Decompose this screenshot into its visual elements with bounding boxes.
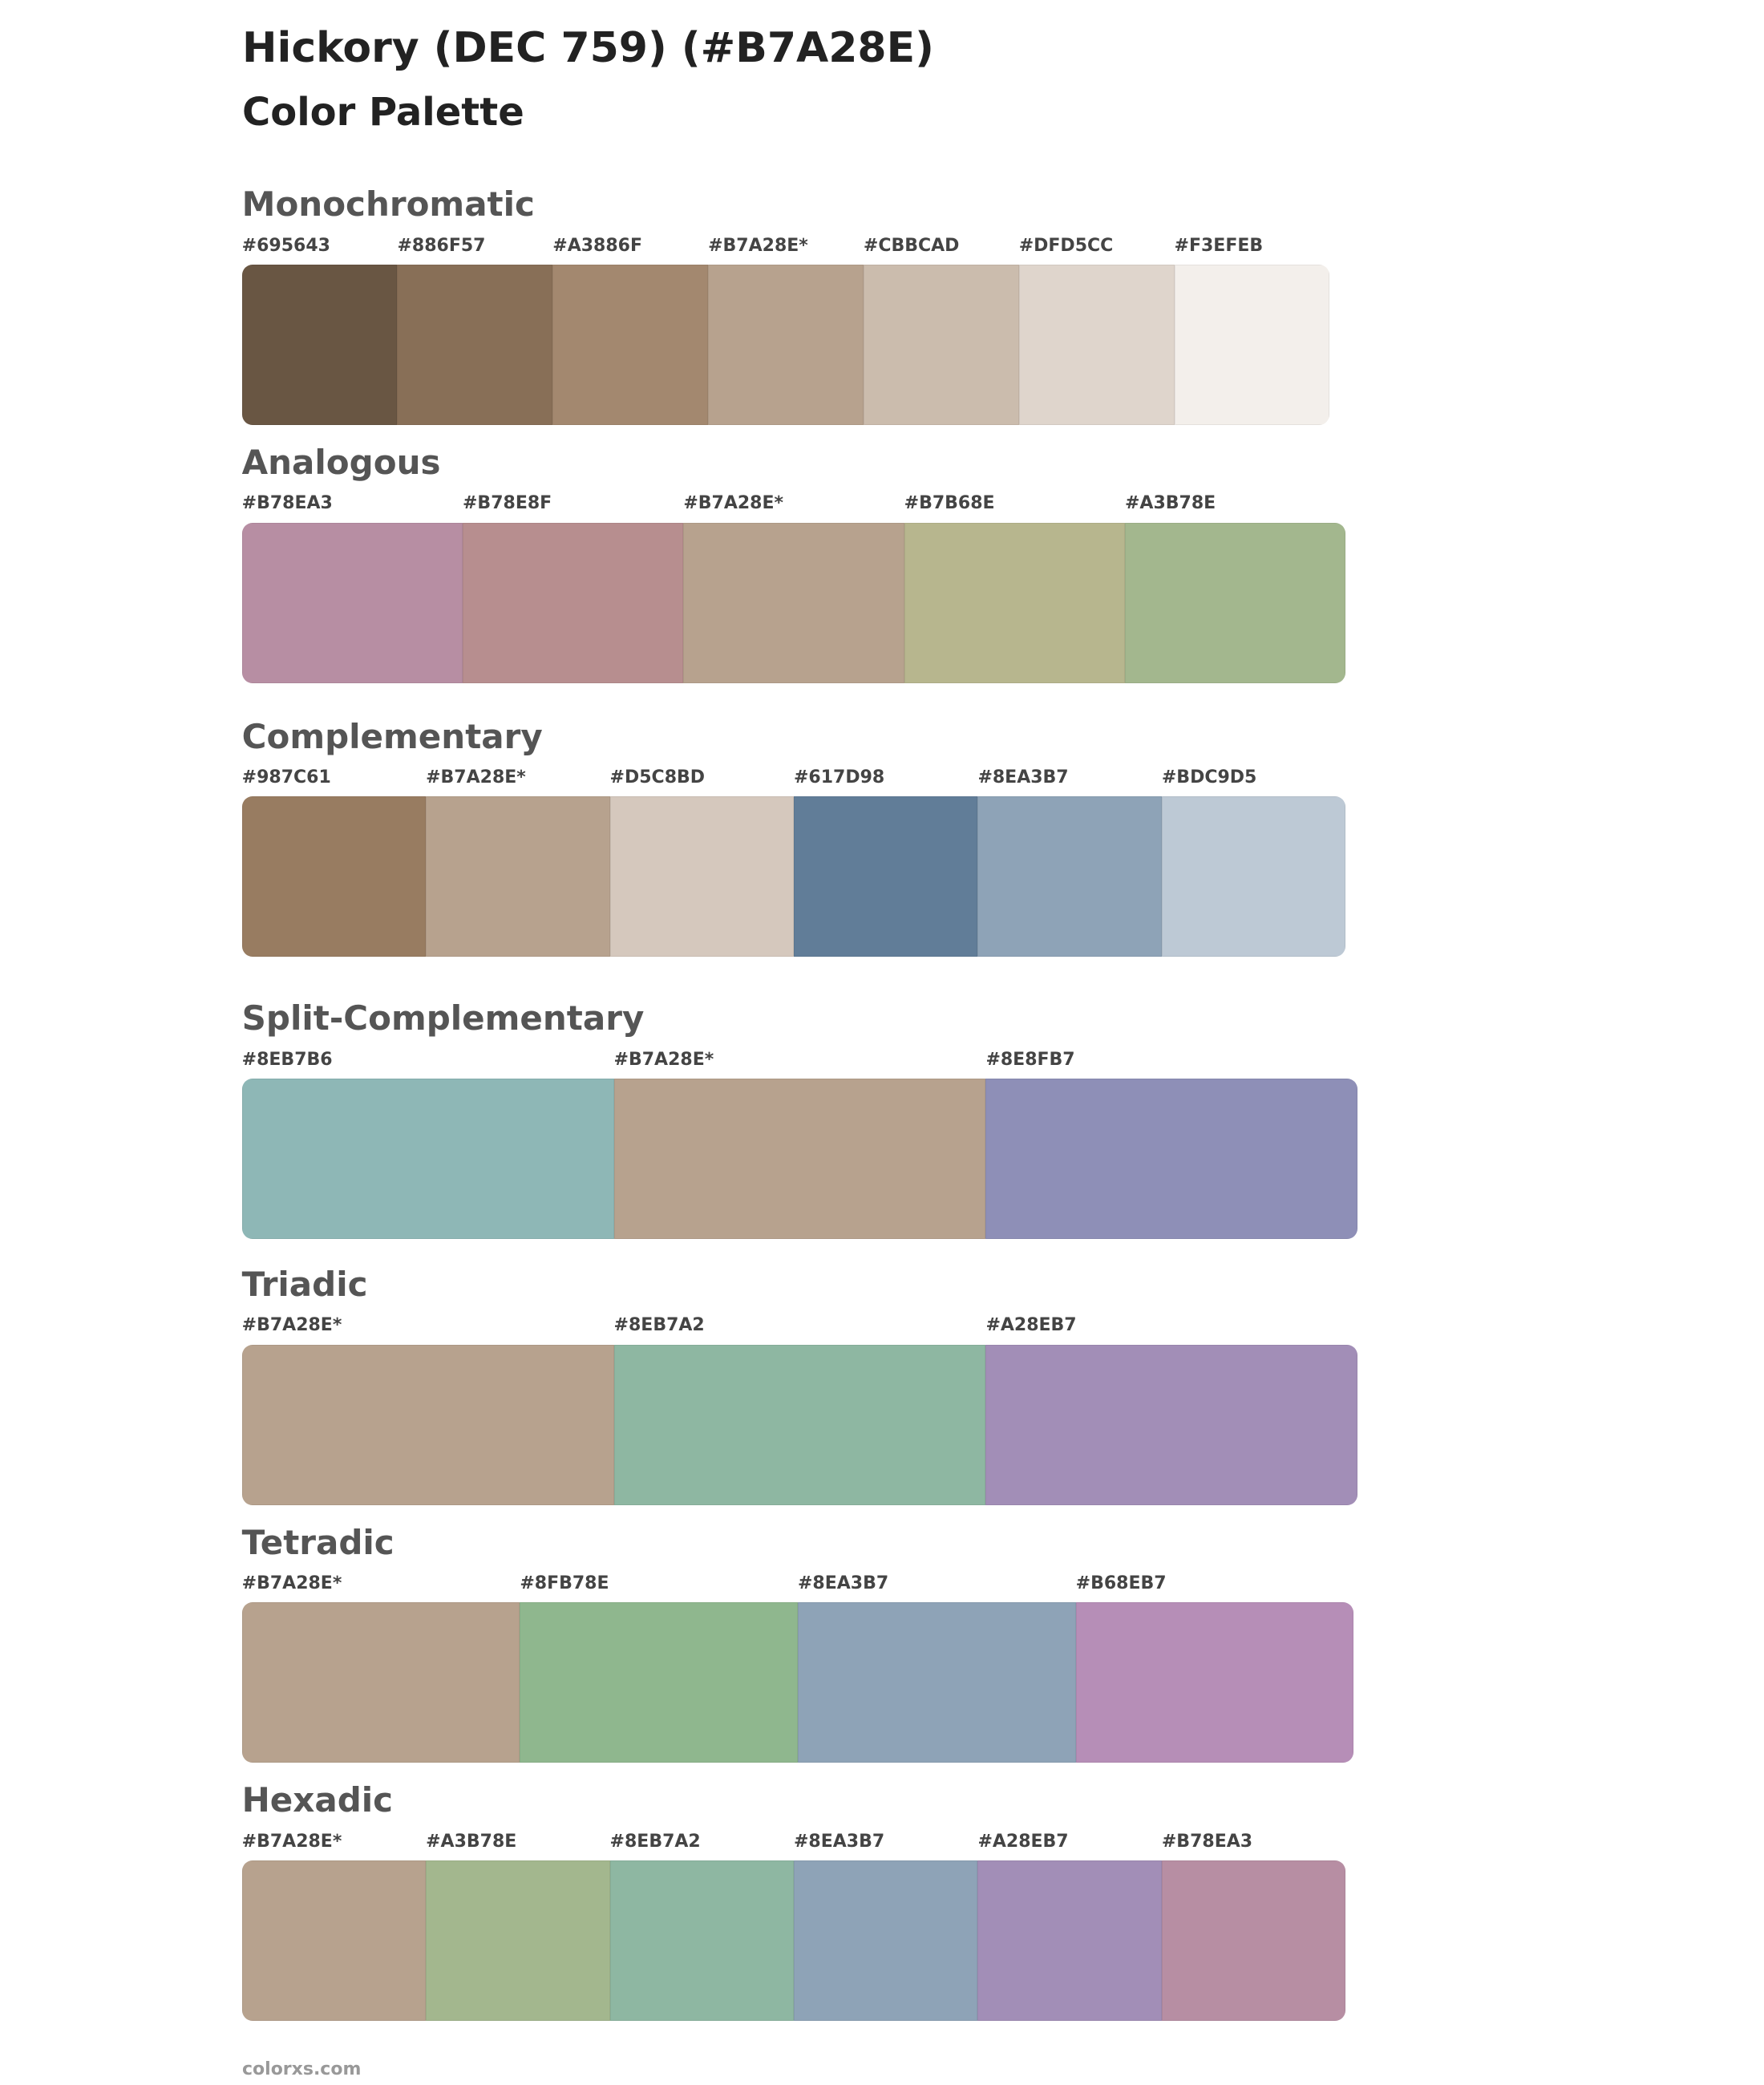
swatch-label: #CBBCAD (863, 235, 960, 256)
color-swatch[interactable] (1018, 265, 1175, 425)
swatch-label: #B78EA3 (241, 493, 333, 514)
footer-link[interactable]: colorxs.com (242, 2059, 362, 2079)
swatch-label: #B68EB7 (1075, 1573, 1167, 1593)
color-swatch[interactable] (241, 1860, 427, 2021)
swatch-label: #B78E8F (463, 493, 552, 514)
swatch-label: #DFD5CC (1018, 235, 1114, 256)
swatch-strip (241, 265, 1330, 425)
swatch-label: #B7A28E* (241, 1831, 342, 1852)
color-swatch[interactable] (609, 796, 794, 957)
color-swatch[interactable] (241, 265, 398, 425)
page-title: Hickory (DEC 759) (#B7A28E) (242, 24, 934, 72)
color-swatch[interactable] (904, 522, 1125, 683)
color-swatch[interactable] (1161, 796, 1346, 957)
swatch-label: #B7A28E* (708, 235, 808, 256)
swatch-label: #D5C8BD (609, 767, 706, 787)
section-heading: Analogous (241, 443, 441, 482)
color-swatch[interactable] (609, 1860, 794, 2021)
color-swatch[interactable] (985, 1079, 1358, 1239)
section-heading: Tetradic (241, 1522, 394, 1562)
swatch-label: #A3B78E (1125, 493, 1216, 514)
swatch-label: #B7A28E* (613, 1049, 714, 1070)
swatch-label: #886F57 (397, 235, 486, 256)
swatch-strip (241, 796, 1346, 957)
page-subtitle: Color Palette (242, 90, 524, 135)
color-swatch[interactable] (426, 1860, 610, 2021)
color-swatch[interactable] (1124, 522, 1346, 683)
color-swatch[interactable] (241, 1079, 614, 1239)
swatch-strip (241, 1344, 1358, 1505)
swatch-label: #BDC9D5 (1161, 767, 1257, 787)
swatch-label: #8EA3B7 (798, 1573, 889, 1593)
swatch-label: #B7A28E* (241, 1573, 342, 1593)
color-swatch[interactable] (708, 265, 864, 425)
color-swatch[interactable] (1174, 265, 1330, 425)
color-swatch[interactable] (798, 1602, 1076, 1763)
color-swatch[interactable] (985, 1344, 1358, 1505)
section-heading: Hexadic (241, 1780, 394, 1820)
color-swatch[interactable] (241, 522, 463, 683)
swatch-label: #B7A28E* (683, 493, 784, 514)
color-swatch[interactable] (977, 1860, 1162, 2021)
swatch-label: #987C61 (241, 767, 331, 787)
color-swatch[interactable] (426, 796, 610, 957)
swatch-label: #A28EB7 (977, 1831, 1069, 1852)
swatch-label: #A3B78E (426, 1831, 517, 1852)
color-swatch[interactable] (241, 1344, 614, 1505)
swatch-label: #F3EFEB (1174, 235, 1264, 256)
swatch-label: #A3886F (552, 235, 642, 256)
section-heading: Split-Complementary (241, 998, 645, 1038)
color-swatch[interactable] (552, 265, 709, 425)
color-swatch[interactable] (397, 265, 553, 425)
color-swatch[interactable] (613, 1344, 986, 1505)
color-swatch[interactable] (241, 1602, 520, 1763)
swatch-label: #8EB7B6 (241, 1049, 333, 1070)
swatch-label: #A28EB7 (985, 1315, 1077, 1336)
color-swatch[interactable] (520, 1602, 798, 1763)
swatch-label: #8EA3B7 (794, 1831, 885, 1852)
swatch-strip (241, 522, 1346, 683)
swatch-strip (241, 1860, 1346, 2021)
swatch-label: #8E8FB7 (985, 1049, 1075, 1070)
swatch-label: #8FB78E (520, 1573, 609, 1593)
color-swatch[interactable] (241, 796, 427, 957)
swatch-label: #B7A28E* (426, 767, 526, 787)
color-swatch[interactable] (1161, 1860, 1346, 2021)
color-swatch[interactable] (863, 265, 1019, 425)
color-swatch[interactable] (793, 1860, 978, 2021)
section-heading: Monochromatic (241, 184, 535, 225)
color-swatch[interactable] (1075, 1602, 1354, 1763)
color-swatch[interactable] (613, 1079, 986, 1239)
color-swatch[interactable] (977, 796, 1162, 957)
swatch-label: #8EA3B7 (977, 767, 1069, 787)
swatch-label: #B7A28E* (241, 1315, 342, 1336)
swatch-strip (241, 1079, 1358, 1239)
section-heading: Complementary (241, 716, 543, 756)
swatch-label: #617D98 (794, 767, 885, 787)
swatch-label: #8EB7A2 (613, 1315, 705, 1336)
swatch-label: #B78EA3 (1161, 1831, 1253, 1852)
color-swatch[interactable] (462, 522, 684, 683)
swatch-label: #B7B68E (904, 493, 995, 514)
swatch-strip (241, 1602, 1354, 1763)
color-swatch[interactable] (793, 796, 978, 957)
swatch-label: #695643 (241, 235, 330, 256)
swatch-label: #8EB7A2 (609, 1831, 701, 1852)
color-swatch[interactable] (683, 522, 904, 683)
section-heading: Triadic (241, 1265, 368, 1304)
